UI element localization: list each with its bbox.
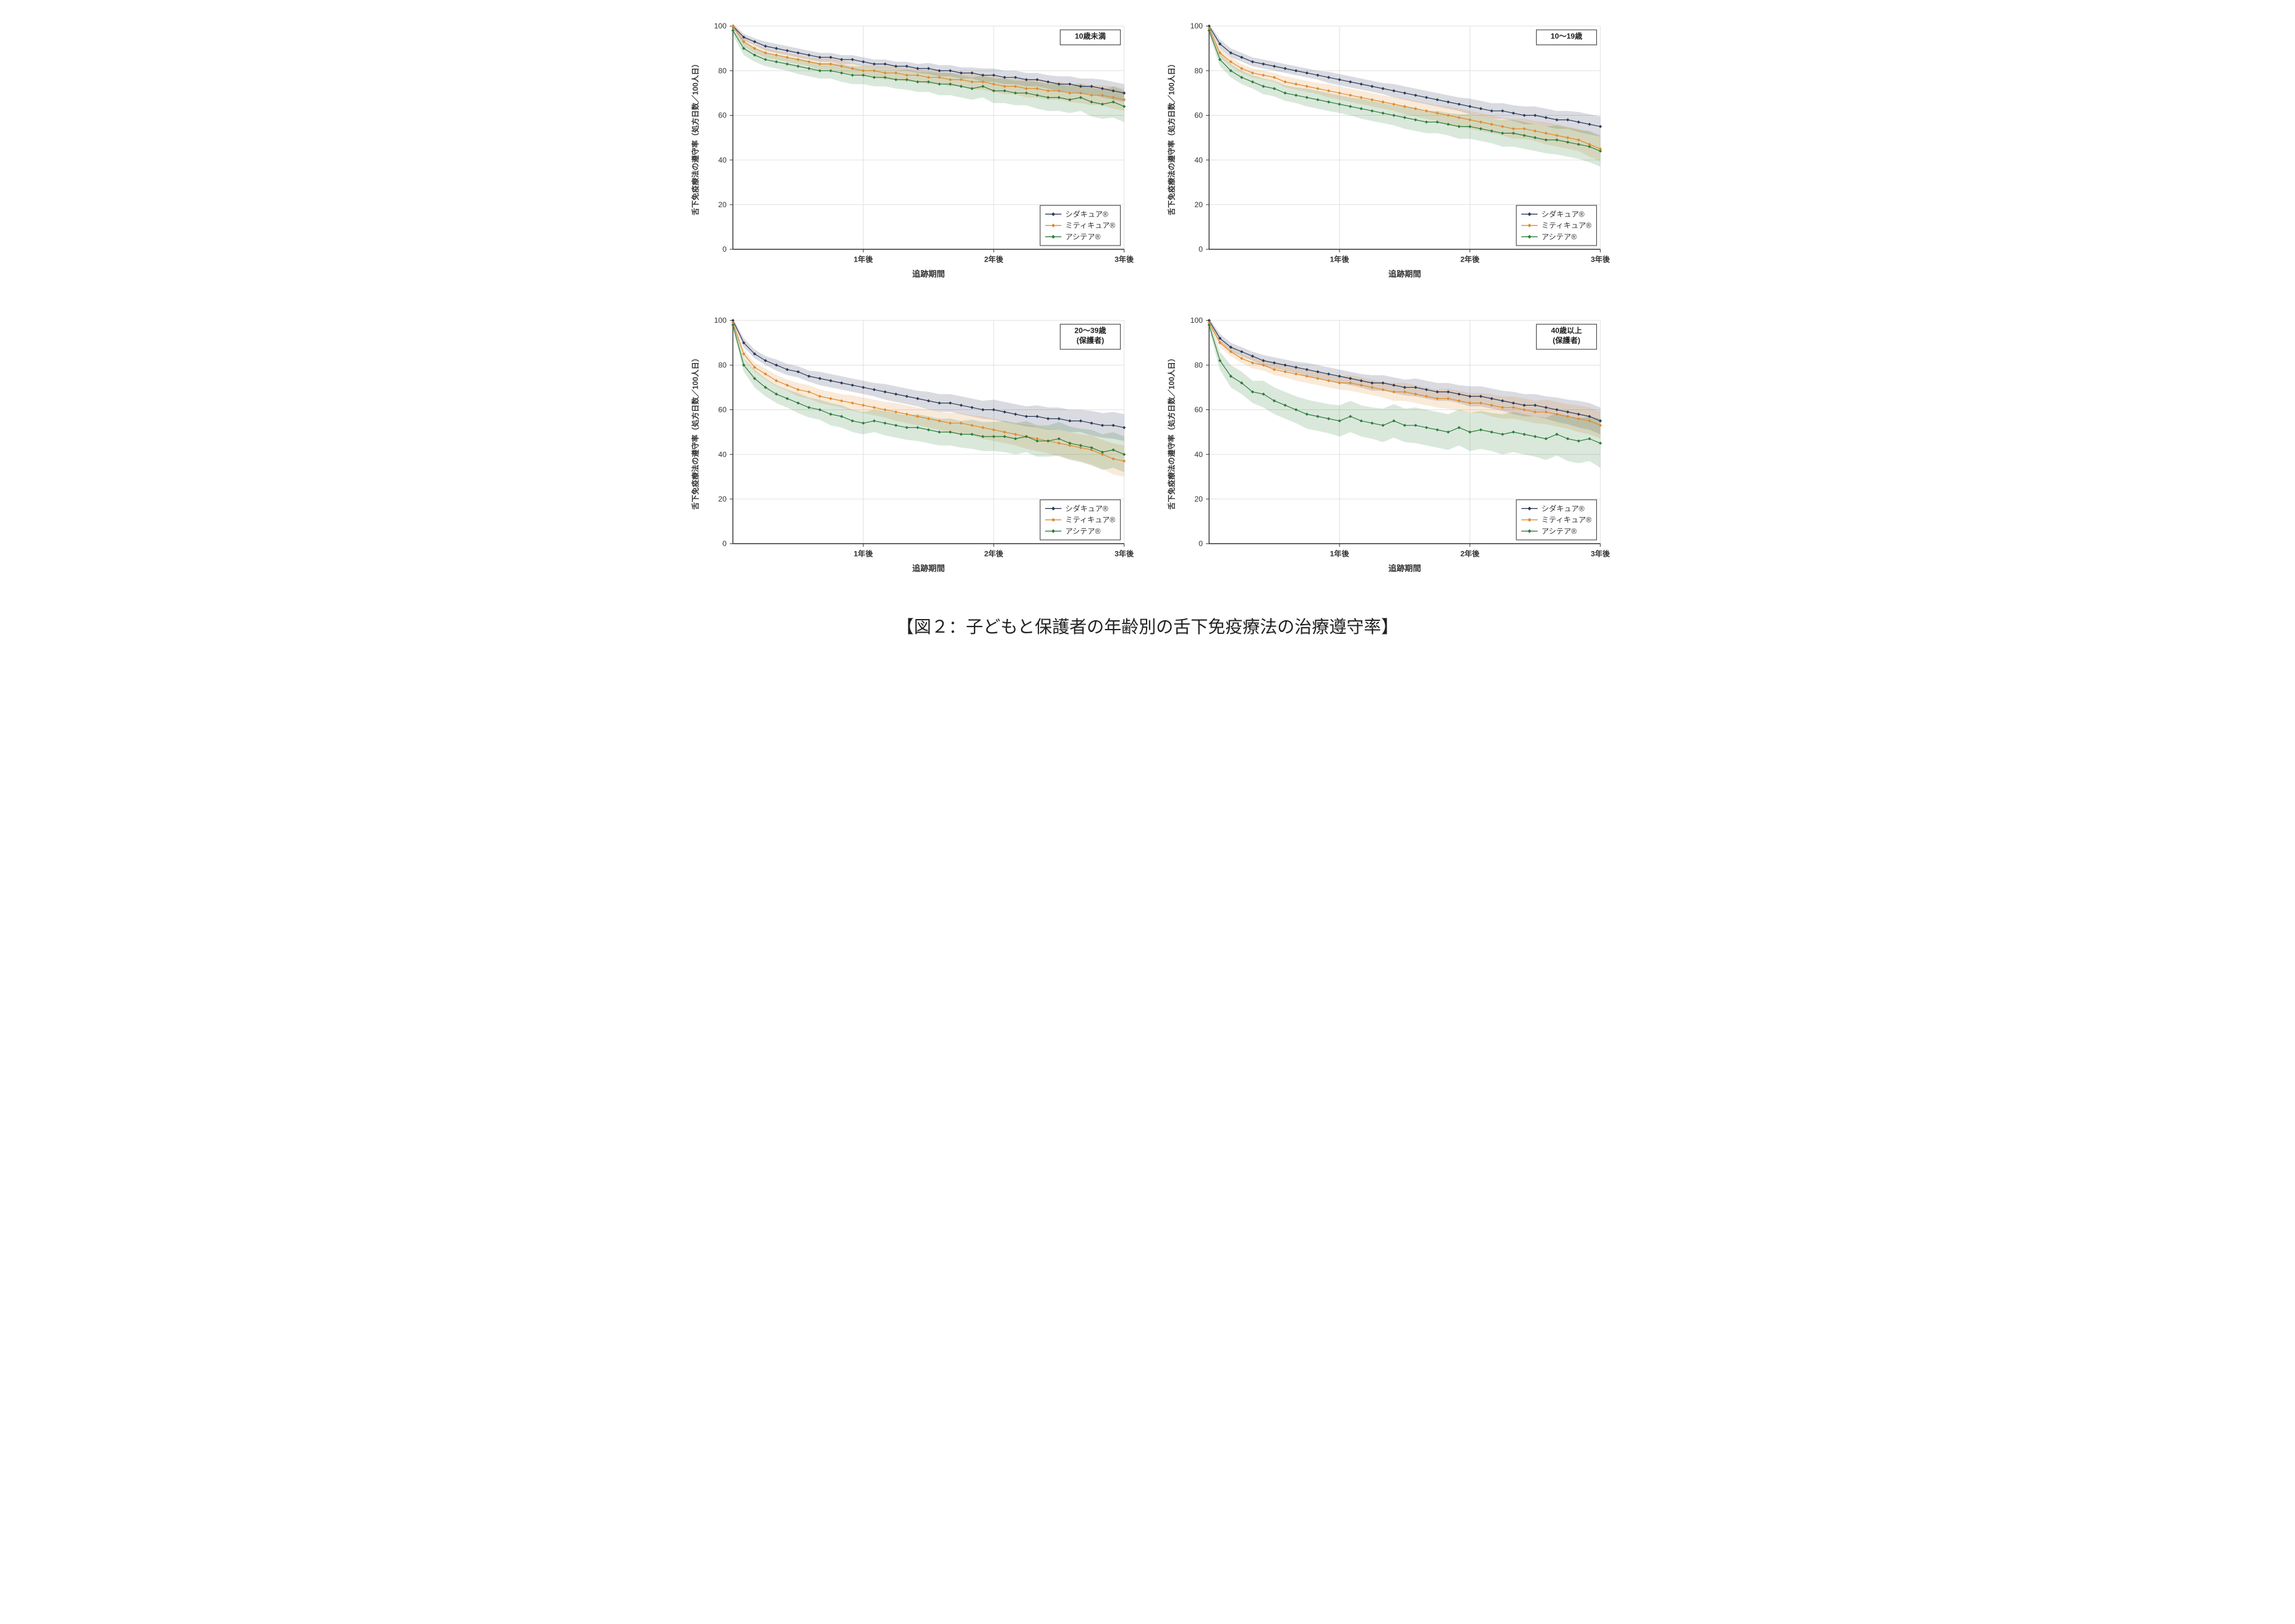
svg-text:40歳以上: 40歳以上 (1550, 325, 1581, 335)
svg-text:(保護者): (保護者) (1552, 336, 1580, 345)
svg-text:100: 100 (714, 316, 727, 325)
svg-text:アシテア®: アシテア® (1065, 527, 1100, 536)
svg-text:追跡期間: 追跡期間 (912, 563, 945, 573)
panel-under10: 0 20 40 60 80 100 1年後 2年後 3年後 舌下免疫療法の遵守率（処方日数／100… (684, 19, 1135, 288)
svg-text:80: 80 (718, 361, 727, 369)
svg-text:アシテア®: アシテア® (1065, 233, 1100, 241)
svg-text:ミティキュア®: ミティキュア® (1065, 516, 1115, 524)
svg-text:1年後: 1年後 (1330, 549, 1349, 558)
svg-text:80: 80 (718, 66, 727, 75)
svg-text:20: 20 (1194, 200, 1203, 209)
svg-text:0: 0 (722, 539, 727, 548)
svg-text:追跡期間: 追跡期間 (1388, 563, 1421, 573)
svg-text:1年後: 1年後 (853, 549, 873, 558)
chart-grid: 0204060801001年後2年後3年後舌下免疫療法の遵守率（処方日数／100… (684, 19, 1612, 583)
svg-text:舌下免疫療法の遵守率（処方日数／100人日）: 舌下免疫療法の遵守率（処方日数／100人日） (690, 354, 699, 510)
panel-10-19: 0 20 40 60 80 100 1年後 2年後 3年後 舌下免疫療法の遵守率（処方日数／100… (1160, 19, 1612, 288)
svg-text:20: 20 (718, 495, 727, 503)
svg-text:0: 0 (722, 245, 727, 254)
svg-text:20: 20 (1194, 495, 1203, 503)
svg-text:100: 100 (1190, 316, 1203, 325)
svg-text:アシテア®: アシテア® (1541, 527, 1576, 536)
svg-text:20: 20 (718, 200, 727, 209)
svg-text:ミティキュア®: ミティキュア® (1065, 221, 1115, 230)
svg-text:3年後: 3年後 (1114, 254, 1134, 263)
svg-text:3年後: 3年後 (1114, 549, 1134, 558)
panel-40plus: 0 20 40 60 80 100 1年後 2年後 3年後 舌下免疫療法の遵守率（処方日数／100… (1160, 313, 1612, 583)
svg-text:2年後: 2年後 (984, 254, 1004, 263)
svg-text:60: 60 (1194, 406, 1203, 414)
svg-text:シダキュア®: シダキュア® (1065, 503, 1108, 513)
svg-text:60: 60 (718, 111, 727, 120)
svg-text:舌下免疫療法の遵守率（処方日数／100人日）: 舌下免疫療法の遵守率（処方日数／100人日） (1166, 60, 1176, 215)
svg-text:0: 0 (1199, 539, 1203, 548)
svg-text:2年後: 2年後 (1460, 549, 1480, 558)
svg-text:舌下免疫療法の遵守率（処方日数／100人日）: 舌下免疫療法の遵守率（処方日数／100人日） (1166, 354, 1176, 510)
svg-text:シダキュア®: シダキュア® (1065, 209, 1108, 218)
svg-text:3年後: 3年後 (1591, 549, 1610, 558)
panel-20-39: 0 20 40 60 80 100 1年後 2年後 3年後 舌下免疫療法の遵守率（処方日数／100… (684, 313, 1135, 583)
svg-text:シダキュア®: シダキュア® (1541, 503, 1584, 513)
svg-text:(保護者): (保護者) (1076, 336, 1104, 345)
svg-text:80: 80 (1194, 361, 1203, 369)
svg-text:10〜19歳: 10〜19歳 (1550, 31, 1582, 40)
svg-text:1年後: 1年後 (853, 254, 873, 263)
svg-text:追跡期間: 追跡期間 (912, 269, 945, 279)
svg-text:100: 100 (714, 22, 727, 30)
figure-caption: 【図２：子どもと保護者の年齢別の舌下免疫療法の治療遵守率】 (19, 613, 2276, 638)
svg-text:追跡期間: 追跡期間 (1388, 269, 1421, 279)
svg-text:3年後: 3年後 (1591, 254, 1610, 263)
svg-text:シダキュア®: シダキュア® (1541, 209, 1584, 218)
svg-text:2年後: 2年後 (984, 549, 1004, 558)
svg-text:40: 40 (1194, 450, 1203, 459)
svg-text:40: 40 (1194, 156, 1203, 165)
svg-text:40: 40 (718, 450, 727, 459)
svg-text:1年後: 1年後 (1330, 254, 1349, 263)
svg-text:2年後: 2年後 (1460, 254, 1480, 263)
svg-text:60: 60 (718, 406, 727, 414)
svg-text:80: 80 (1194, 66, 1203, 75)
svg-text:ミティキュア®: ミティキュア® (1541, 516, 1591, 524)
svg-text:10歳未満: 10歳未満 (1074, 31, 1105, 40)
svg-text:20〜39歳: 20〜39歳 (1074, 325, 1106, 335)
svg-text:ミティキュア®: ミティキュア® (1541, 221, 1591, 230)
svg-text:40: 40 (718, 156, 727, 165)
svg-text:舌下免疫療法の遵守率（処方日数／100人日）: 舌下免疫療法の遵守率（処方日数／100人日） (690, 60, 699, 215)
svg-text:60: 60 (1194, 111, 1203, 120)
svg-text:0: 0 (1199, 245, 1203, 254)
svg-text:アシテア®: アシテア® (1541, 233, 1576, 241)
svg-text:100: 100 (1190, 22, 1203, 30)
